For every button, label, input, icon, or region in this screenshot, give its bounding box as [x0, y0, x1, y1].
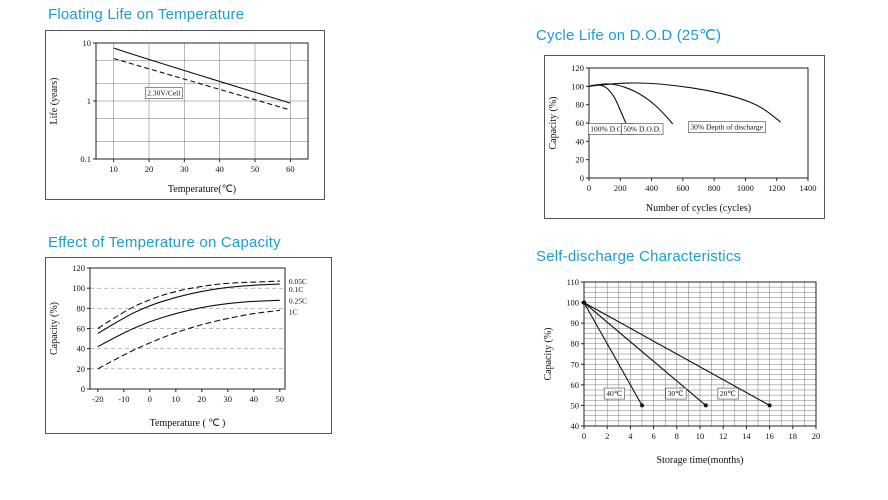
svg-text:1000: 1000 [737, 183, 754, 193]
chart-box-floating-life: 10 20 30 40 50 60 0.1 1 10 2.30V/Cell Temperature(… [45, 30, 325, 200]
svg-text:60: 60 [286, 164, 295, 174]
svg-text:40: 40 [576, 136, 585, 146]
svg-text:30℃: 30℃ [668, 389, 685, 398]
svg-text:0.1: 0.1 [80, 154, 91, 164]
svg-text:0: 0 [148, 394, 152, 404]
svg-text:16: 16 [765, 431, 774, 441]
svg-text:400: 400 [645, 183, 658, 193]
svg-text:0.25C: 0.25C [289, 296, 307, 305]
svg-text:60: 60 [571, 380, 580, 390]
svg-text:4: 4 [628, 431, 633, 441]
svg-text:Temperature ( ℃ ): Temperature ( ℃ ) [150, 418, 226, 429]
svg-text:90: 90 [571, 318, 580, 328]
chart-box-cycle-life: 0 200 400 600 800 1000 1200 1400 0 20 40 60 80 100 120… [544, 55, 825, 219]
svg-text:1400: 1400 [800, 183, 817, 193]
svg-text:80: 80 [571, 339, 580, 349]
chart-title-self-discharge: Self-discharge Characteristics [536, 248, 742, 265]
svg-text:18: 18 [789, 431, 798, 441]
svg-text:50: 50 [251, 164, 260, 174]
svg-text:10: 10 [172, 394, 181, 404]
svg-text:10: 10 [109, 164, 118, 174]
svg-text:14: 14 [742, 431, 751, 441]
svg-text:0: 0 [582, 431, 586, 441]
svg-text:Temperature(℃): Temperature(℃) [168, 184, 236, 195]
svg-text:12: 12 [719, 431, 728, 441]
svg-text:120: 120 [72, 263, 85, 273]
svg-text:20: 20 [77, 364, 86, 374]
svg-text:Capacity (%): Capacity (%) [49, 302, 60, 355]
svg-text:0.05C: 0.05C [289, 277, 307, 286]
svg-text:20: 20 [576, 155, 585, 165]
chart-title-temp-capacity: Effect of Temperature on Capacity [48, 234, 281, 251]
self-discharge-chart: 0 2 4 6 8 10 12 14 16 18 20 40 50 60 70 80 90 100 110 40℃ 30… [543, 277, 821, 466]
svg-text:50: 50 [571, 400, 580, 410]
svg-text:100% D.O.D.: 100% D.O.D. [590, 125, 631, 134]
svg-text:100: 100 [72, 283, 85, 293]
svg-text:0: 0 [587, 183, 591, 193]
svg-text:6: 6 [651, 431, 655, 441]
svg-text:2.30V/Cell: 2.30V/Cell [147, 89, 180, 98]
svg-text:30% Depth of discharge: 30% Depth of discharge [690, 123, 763, 132]
svg-text:1: 1 [87, 96, 91, 106]
svg-text:Storage time(months): Storage time(months) [657, 455, 744, 466]
svg-text:80: 80 [576, 100, 585, 110]
svg-text:30: 30 [224, 394, 233, 404]
floating-life-chart: 10 20 30 40 50 60 0.1 1 10 2.30V/Cell Temperature(… [49, 38, 309, 195]
svg-text:80: 80 [77, 303, 86, 313]
svg-text:8: 8 [675, 431, 679, 441]
svg-text:0: 0 [81, 384, 85, 394]
svg-text:50: 50 [276, 394, 285, 404]
svg-text:2: 2 [605, 431, 609, 441]
chart-box-self-discharge: 0 2 4 6 8 10 12 14 16 18 20 40 50 60 70 80 90 100 110 40℃ 30… [540, 272, 832, 470]
chart-box-temp-capacity: -20 -10 0 10 20 30 40 50 0 20 40 60 80 100 120 0.05C 0.1… [45, 257, 332, 434]
svg-text:60: 60 [77, 324, 86, 334]
svg-text:20: 20 [812, 431, 821, 441]
svg-text:20℃: 20℃ [720, 389, 737, 398]
svg-text:1200: 1200 [768, 183, 785, 193]
svg-text:Capacity (%): Capacity (%) [548, 96, 559, 149]
temp-capacity-chart: -20 -10 0 10 20 30 40 50 0 20 40 60 80 100 120 0.05C0.1… [49, 263, 307, 429]
svg-text:-20: -20 [92, 394, 103, 404]
svg-text:1C: 1C [289, 307, 298, 316]
svg-text:-10: -10 [118, 394, 129, 404]
svg-text:20: 20 [198, 394, 207, 404]
svg-text:10: 10 [696, 431, 705, 441]
svg-text:600: 600 [676, 183, 689, 193]
svg-text:200: 200 [614, 183, 627, 193]
svg-text:0: 0 [580, 173, 584, 183]
svg-text:Life (years): Life (years) [49, 78, 60, 125]
svg-text:40℃: 40℃ [606, 389, 623, 398]
svg-text:40: 40 [571, 421, 580, 431]
svg-text:20: 20 [145, 164, 154, 174]
chart-title-floating-life: Floating Life on Temperature [48, 6, 245, 23]
svg-text:70: 70 [571, 359, 580, 369]
svg-text:30: 30 [180, 164, 189, 174]
svg-text:Capacity (%): Capacity (%) [543, 327, 554, 380]
svg-text:100: 100 [571, 81, 584, 91]
cycle-life-chart: 0 200 400 600 800 1000 1200 1400 0 20 40 60 80 100 120… [548, 63, 817, 214]
svg-text:Number of cycles (cycles): Number of cycles (cycles) [646, 203, 751, 214]
svg-text:10: 10 [83, 38, 92, 48]
svg-text:40: 40 [77, 344, 86, 354]
svg-text:0.1C: 0.1C [289, 285, 303, 294]
chart-title-cycle-life: Cycle Life on D.O.D (25℃) [536, 27, 722, 44]
svg-text:40: 40 [250, 394, 258, 404]
svg-text:40: 40 [215, 164, 224, 174]
svg-text:60: 60 [576, 118, 585, 128]
svg-text:50% D.O.D.: 50% D.O.D. [623, 125, 661, 134]
svg-text:120: 120 [571, 63, 584, 73]
svg-text:100: 100 [566, 298, 579, 308]
svg-text:800: 800 [708, 183, 721, 193]
svg-text:110: 110 [567, 277, 579, 287]
